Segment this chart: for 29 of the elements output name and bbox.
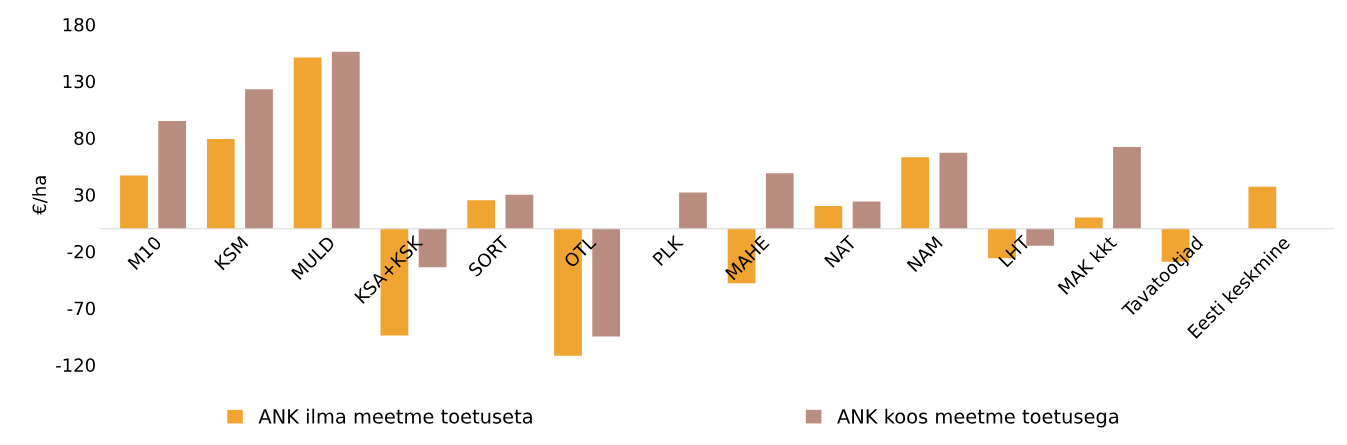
- y-tick-label: 180: [63, 17, 95, 32]
- bar: [1074, 217, 1103, 229]
- y-tick-label: -120: [56, 358, 95, 373]
- x-tick-label: OTL: [563, 234, 597, 269]
- bar: [467, 200, 496, 229]
- bar: [331, 51, 360, 229]
- bar: [245, 89, 273, 229]
- y-tick-label: -70: [67, 301, 95, 316]
- bar: [765, 173, 794, 229]
- y-axis-title: €/ha: [32, 176, 48, 215]
- legend-label: ANK ilma meetme toetuseta: [258, 408, 532, 424]
- bar: [1113, 147, 1141, 229]
- bar: [293, 57, 322, 229]
- bar: [120, 175, 148, 229]
- y-tick-label: 130: [63, 74, 95, 89]
- y-tick-label: 80: [74, 131, 95, 146]
- bar: [505, 194, 534, 229]
- bar: [852, 201, 881, 229]
- bar: [206, 139, 235, 229]
- bar: [679, 192, 707, 229]
- bar: [1248, 186, 1277, 229]
- bar: [158, 120, 187, 229]
- y-tick-label: 30: [74, 188, 95, 202]
- bar: [814, 206, 843, 229]
- legend-label: ANK koos meetme toetusega: [837, 408, 1118, 428]
- y-tick-label: -20: [67, 244, 95, 259]
- bar: [939, 152, 968, 229]
- bar: [1026, 228, 1055, 246]
- bar: [901, 157, 930, 229]
